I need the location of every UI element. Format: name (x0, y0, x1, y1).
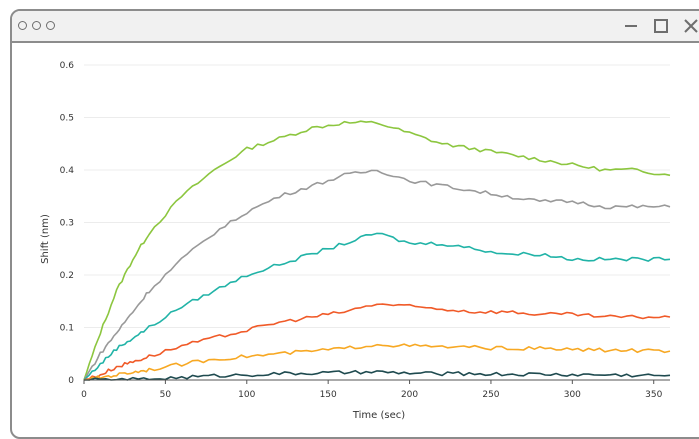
series-line (83, 232, 671, 381)
series-line (83, 343, 671, 381)
chart-area: 0 0.1 0.2 0.3 0.4 0.5 0.6 0 50 100 150 200 250 300 350… (12, 43, 699, 437)
window-dot-icon[interactable] (32, 21, 41, 30)
minimize-icon[interactable] (622, 17, 640, 35)
window-dot-icon[interactable] (46, 21, 55, 30)
line-chart: 0 0.1 0.2 0.3 0.4 0.5 0.6 0 50 100 150 200 250 300 350… (40, 61, 671, 421)
series-line (83, 303, 671, 381)
close-icon[interactable] (682, 17, 699, 35)
series-line (83, 169, 671, 381)
x-tick-label: 300 (564, 390, 581, 400)
axes: 0 0.1 0.2 0.3 0.4 0.5 0.6 0 50 100 150 200 250 300 350 (60, 61, 670, 400)
app-window: 0 0.1 0.2 0.3 0.4 0.5 0.6 0 50 100 150 200 250 300 350… (10, 9, 699, 439)
x-tick-label: 50 (160, 390, 172, 400)
series-group (83, 120, 671, 381)
y-axis-label: Shift (nm) (40, 214, 51, 264)
series-line (83, 120, 671, 381)
y-tick-label: 0.2 (60, 271, 74, 281)
series-line (84, 369, 671, 381)
y-tick-label: 0.1 (60, 324, 74, 334)
y-tick-label: 0.6 (60, 61, 75, 71)
x-tick-label: 200 (401, 390, 418, 400)
x-tick-label: 350 (645, 390, 662, 400)
x-tick-label: 150 (320, 390, 337, 400)
window-dot-icon[interactable] (18, 21, 27, 30)
title-bar (12, 11, 699, 43)
y-tick-label: 0 (68, 376, 74, 386)
maximize-icon[interactable] (652, 17, 670, 35)
y-tick-label: 0.3 (60, 219, 74, 229)
window-controls (622, 17, 699, 37)
y-tick-label: 0.4 (60, 166, 75, 176)
x-tick-label: 0 (81, 390, 87, 400)
x-axis-label: Time (sec) (352, 410, 405, 421)
window-dots (18, 21, 55, 30)
x-tick-label: 100 (238, 390, 255, 400)
gridlines (84, 64, 670, 381)
y-tick-label: 0.5 (60, 114, 74, 124)
x-tick-label: 250 (482, 390, 499, 400)
